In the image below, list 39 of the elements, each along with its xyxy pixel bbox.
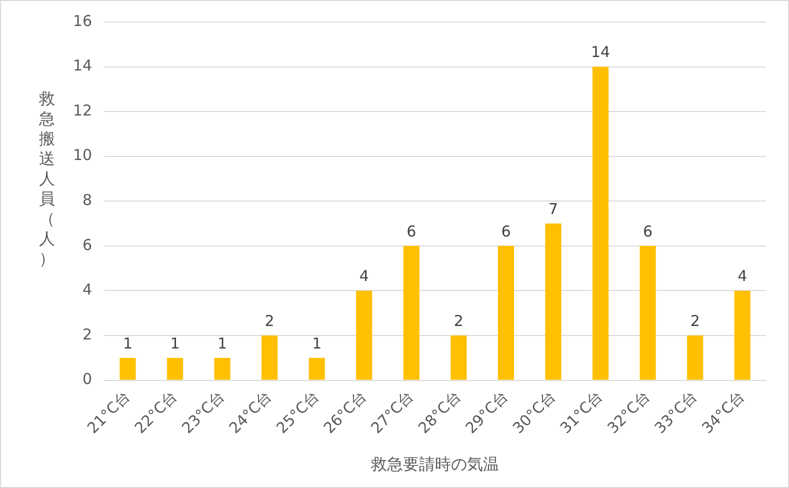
bar	[734, 290, 750, 380]
bar	[120, 358, 136, 380]
data-label: 6	[406, 222, 416, 240]
bar	[640, 246, 656, 380]
bar	[450, 335, 467, 380]
data-label: 2	[690, 312, 700, 330]
bar	[356, 290, 372, 380]
data-label: 1	[170, 334, 180, 352]
bar	[592, 66, 609, 380]
data-label: 1	[312, 334, 322, 352]
bar	[545, 224, 562, 380]
data-label: 2	[454, 312, 464, 330]
data-label: 4	[359, 267, 369, 286]
text: 救急搬送人員（人）	[39, 89, 55, 268]
y-tick-label: 2	[82, 325, 92, 344]
data-label: 6	[501, 222, 511, 240]
y-tick-label: 8	[82, 191, 92, 210]
data-label: 1	[218, 334, 228, 352]
data-label: 2	[264, 312, 274, 330]
y-tick-label: 14	[72, 56, 92, 75]
data-label: 6	[643, 222, 653, 240]
bar	[403, 246, 420, 380]
x-axis-title: 救急要請時の気温	[370, 454, 500, 474]
bar	[687, 335, 704, 380]
y-tick-label: 6	[82, 236, 92, 254]
data-label: 14	[590, 43, 610, 62]
bar	[262, 335, 278, 380]
y-tick-label: 0	[82, 370, 92, 388]
bar	[498, 246, 514, 380]
data-label: 7	[548, 200, 558, 218]
y-tick-label: 10	[72, 146, 92, 164]
data-label: 1	[122, 334, 132, 352]
data-label: 4	[738, 267, 748, 286]
y-tick-label: 16	[72, 12, 92, 30]
bar	[214, 358, 230, 380]
y-tick-label: 4	[82, 280, 92, 299]
y-tick-label: 12	[72, 101, 92, 120]
bar	[166, 358, 184, 380]
bar	[308, 358, 325, 380]
